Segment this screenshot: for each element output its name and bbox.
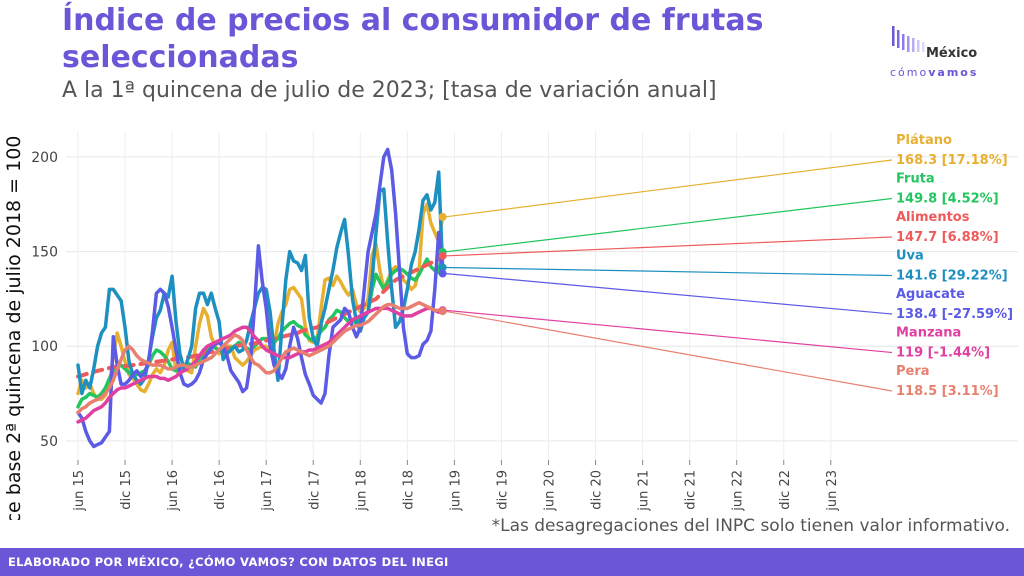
series-value-label: 119 [-1.44%] [896,346,990,361]
x-tick-label: jun 21 [637,470,652,512]
series-value-label: 118.5 [3.11%] [896,384,999,399]
logo-tagline-a: cómo [890,66,929,79]
series-value-label: 138.4 [-27.59%] [896,307,1013,322]
brand-logo: México cómovamos [888,22,1006,84]
x-tick-label: dic 19 [495,470,510,510]
x-tick-label: jun 22 [731,470,746,512]
series-value-label: 168.3 [17.18%] [896,153,1008,168]
series-value-label: 149.8 [4.52%] [896,192,999,207]
y-tick-label: 200 [31,150,58,166]
x-tick-label: jun 17 [260,470,275,512]
footer-bar: ELABORADO POR MÉXICO, ¿CÓMO VAMOS? CON D… [0,548,1024,576]
series-name-label: Uva [896,249,924,264]
series-value-label: 141.6 [29.22%] [896,269,1008,284]
x-tick-label: dic 16 [213,470,228,510]
x-tick-label: dic 20 [590,470,605,510]
footer-text: ELABORADO POR MÉXICO, ¿CÓMO VAMOS? CON D… [8,555,449,569]
leader-line [444,197,893,253]
x-tick-label: jun 15 [72,470,87,512]
series-end-point [438,212,447,221]
leader-line [444,310,893,392]
series-name-label: Fruta [896,172,935,187]
series-line [76,300,445,415]
page-subtitle: A la 1ª quincena de julio de 2023; [tasa… [62,78,717,103]
leader-line [444,236,893,257]
leader-line [444,159,893,218]
x-tick-label: dic 17 [307,470,322,510]
logo-name: México [926,46,978,61]
x-tick-label: jun 16 [166,470,181,512]
series-value-label: 147.7 [6.88%] [896,230,999,245]
footnote: *Las desagregaciones del INPC solo tiene… [491,516,1010,536]
bars-logo-icon [892,26,925,52]
y-tick-label: 100 [31,339,58,355]
series-name-label: Manzana [896,326,961,341]
series-name-label: Plátano [896,133,952,148]
logo-tagline: cómovamos [890,66,978,79]
x-tick-label: jun 20 [543,470,558,512]
y-axis-title: Índice base 2ª quincena de julio 2018 = … [2,136,25,520]
logo-tagline-b: vamos [928,66,979,79]
y-tick-label: 150 [31,245,58,261]
series-name-label: Aguacate [896,287,965,302]
series-line [76,147,445,449]
page-title: Índice de precios al consumidor de fruta… [62,3,764,75]
x-tick-label: dic 18 [401,470,416,510]
x-tick-label: dic 15 [119,470,134,510]
series-end-point [438,307,447,316]
series-end-point [438,269,447,278]
x-tick-label: jun 19 [448,470,463,512]
series-line [76,202,445,401]
leader-line [444,272,893,315]
x-tick-label: dic 22 [778,470,793,510]
x-tick-label: jun 23 [825,470,840,512]
series-name-label: Alimentos [896,210,970,225]
x-tick-label: dic 21 [684,470,699,510]
leader-line [444,266,893,277]
price-index-chart: 50 100 150 200 jun 15 dic 15 jun 16 dic 16 jun 1… [2,132,1018,520]
y-tick-label: 50 [40,434,58,450]
leader-line [444,309,893,354]
series-end-point [438,263,447,272]
series-name-label: Pera [896,364,930,379]
x-tick-label: jun 18 [354,470,369,512]
series-end-point [438,251,447,260]
